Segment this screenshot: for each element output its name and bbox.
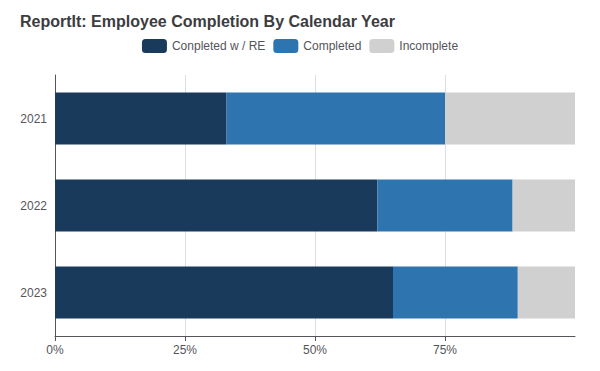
svg-text:Incomplete: Incomplete [399,39,458,53]
svg-text:2021: 2021 [20,112,47,126]
svg-text:2022: 2022 [20,199,47,213]
svg-text:ReportIt: Employee Completion: ReportIt: Employee Completion By Calenda… [20,13,395,30]
svg-text:Completed: Completed [303,39,361,53]
svg-text:25%: 25% [173,343,197,357]
svg-text:75%: 75% [433,343,457,357]
svg-text:Conpleted w / RE: Conpleted w / RE [172,39,265,53]
svg-text:2023: 2023 [20,286,47,300]
svg-text:0%: 0% [46,343,64,357]
svg-text:50%: 50% [303,343,327,357]
